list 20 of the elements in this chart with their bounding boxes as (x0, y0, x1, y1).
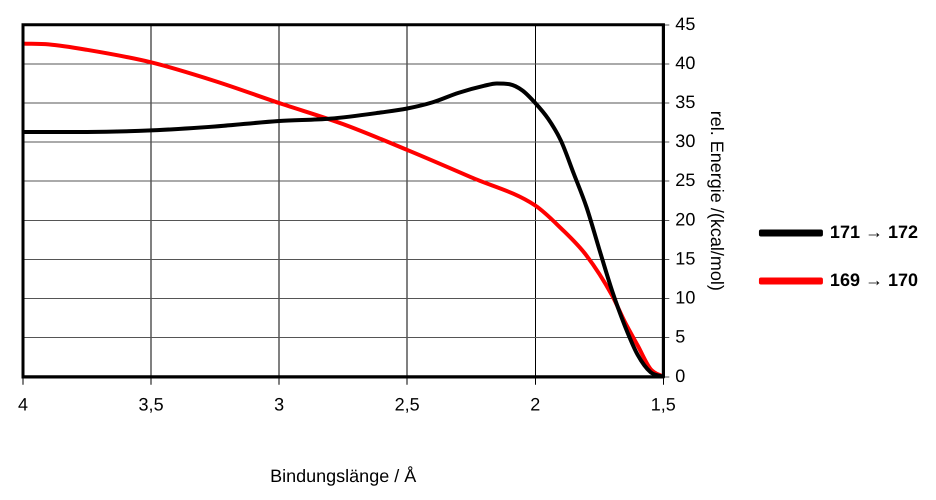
y-tick-label: 5 (675, 326, 686, 347)
x-axis-title: Bindungslänge / Å (270, 466, 416, 486)
y-tick-label: 35 (675, 92, 696, 112)
y-tick-label: 15 (675, 248, 696, 268)
x-tick-label: 2 (530, 394, 540, 415)
y-tick-label: 10 (675, 288, 696, 308)
y-tick-label: 0 (675, 366, 686, 386)
y-tick-label: 40 (675, 52, 696, 73)
y-tick-label: 45 (675, 14, 696, 34)
y-tick-label: 25 (675, 170, 696, 190)
legend-label: 171 → 172 (830, 222, 918, 242)
legend-label: 169 → 170 (830, 270, 918, 290)
x-tick-label: 4 (18, 394, 28, 415)
x-tick-label: 2,5 (394, 394, 420, 415)
x-tick-label: 3 (274, 394, 284, 415)
x-tick-label: 3,5 (138, 394, 164, 415)
y-tick-label: 20 (675, 209, 696, 230)
x-tick-label: 1,5 (650, 394, 676, 415)
y-axis-title: rel. Energie /(kcal/mol) (707, 110, 728, 291)
y-tick-label: 30 (675, 131, 696, 152)
